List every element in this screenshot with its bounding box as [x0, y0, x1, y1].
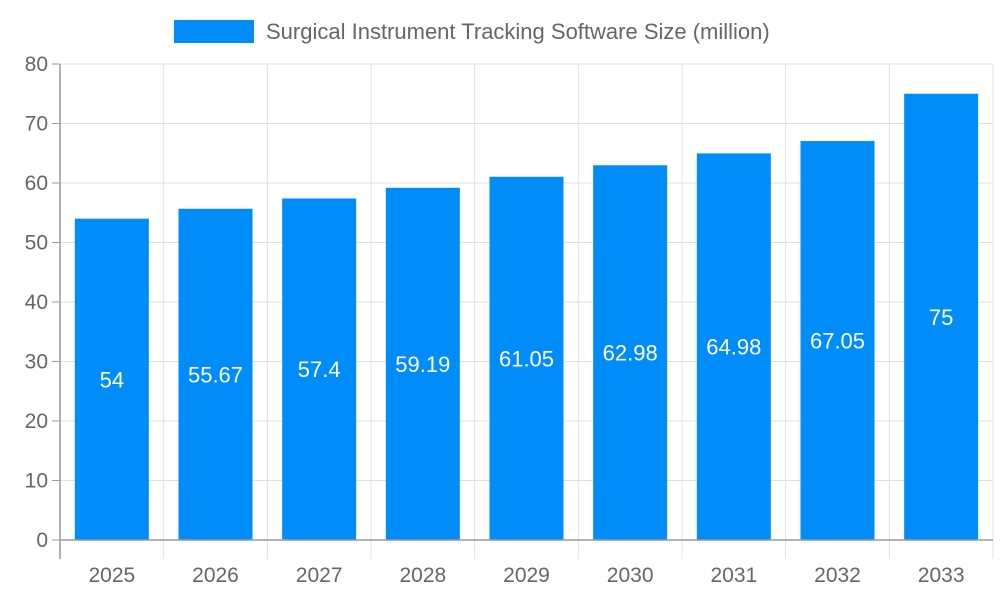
- bar: [489, 176, 564, 540]
- x-tick-label: 2031: [710, 564, 757, 587]
- legend-label: Surgical Instrument Tracking Software Si…: [266, 19, 770, 44]
- x-tick-label: 2026: [192, 564, 239, 587]
- bar: [696, 153, 771, 540]
- bar: [904, 93, 979, 540]
- bar: [178, 208, 253, 541]
- data-label: 67.05: [810, 329, 865, 354]
- y-tick-label: 70: [25, 113, 48, 136]
- legend-swatch: [174, 20, 254, 43]
- bar: [74, 218, 149, 540]
- x-tick-label: 2028: [399, 564, 446, 587]
- y-tick-label: 20: [25, 410, 48, 433]
- data-label: 54: [100, 367, 124, 392]
- data-label: 61.05: [499, 346, 554, 371]
- x-tick-label: 2032: [814, 564, 861, 587]
- x-tick-label: 2025: [88, 564, 135, 587]
- data-label: 59.19: [395, 352, 450, 377]
- y-tick-label: 10: [25, 470, 48, 493]
- data-label: 57.4: [298, 357, 341, 382]
- bar: [385, 187, 460, 540]
- y-tick-label: 30: [25, 351, 48, 374]
- y-tick-label: 50: [25, 232, 48, 255]
- data-label: 75: [929, 305, 953, 330]
- bars: 54 55.67 57.4 59.19 61.05 62.98 64.98 67.05 75: [74, 93, 979, 541]
- x-tick-label: 2029: [503, 564, 550, 587]
- x-tick-label: 2027: [296, 564, 343, 587]
- data-label: 64.98: [706, 335, 761, 360]
- x-tick-label: 2033: [918, 564, 965, 587]
- y-tick-label: 60: [25, 172, 48, 195]
- bar: [282, 198, 357, 540]
- data-label: 55.67: [188, 362, 243, 387]
- bar: [800, 141, 875, 541]
- legend[interactable]: Surgical Instrument Tracking Software Si…: [174, 19, 770, 44]
- y-tick-label: 80: [25, 53, 48, 76]
- data-label: 62.98: [603, 341, 658, 366]
- y-tick-label: 40: [25, 291, 48, 314]
- x-tick-label: 2030: [607, 564, 654, 587]
- y-tick-label: 0: [36, 529, 48, 552]
- bar: [593, 165, 668, 541]
